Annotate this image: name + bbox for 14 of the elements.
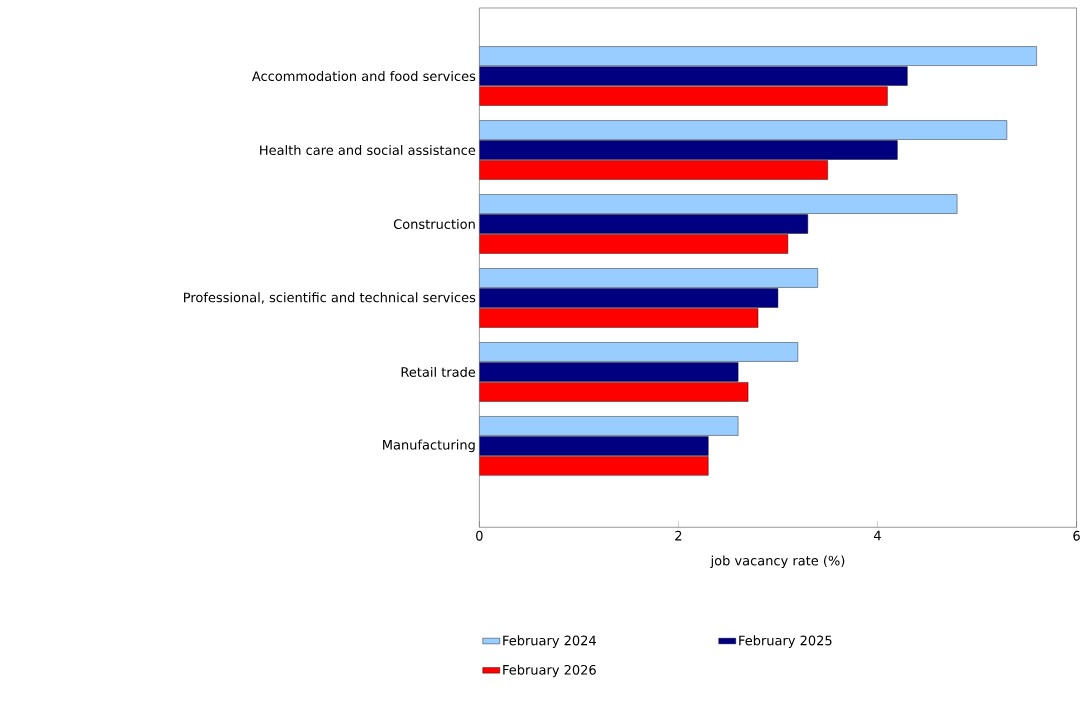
legend-label: February 2024: [503, 635, 596, 648]
legend-label: February 2025: [739, 635, 832, 648]
y-tick-label: Construction: [393, 218, 475, 229]
y-tick-label: Health care and social assistance: [260, 144, 476, 156]
x-tick-label: 0: [476, 530, 483, 541]
y-tick-label: Professional, scientific and technical services: [184, 292, 476, 304]
x-tick-label: 4: [873, 530, 881, 541]
legend-label: February 2026: [503, 664, 596, 678]
y-tick-label: Manufacturing: [383, 439, 475, 453]
y-tick-label: Accommodation and food services: [251, 70, 476, 82]
x-tick-label: 6: [1073, 530, 1080, 541]
y-tick-label: Retail trade: [401, 366, 476, 377]
x-tick-label: 2: [675, 530, 682, 541]
x-axis-title: job vacancy rate (%): [710, 555, 845, 569]
